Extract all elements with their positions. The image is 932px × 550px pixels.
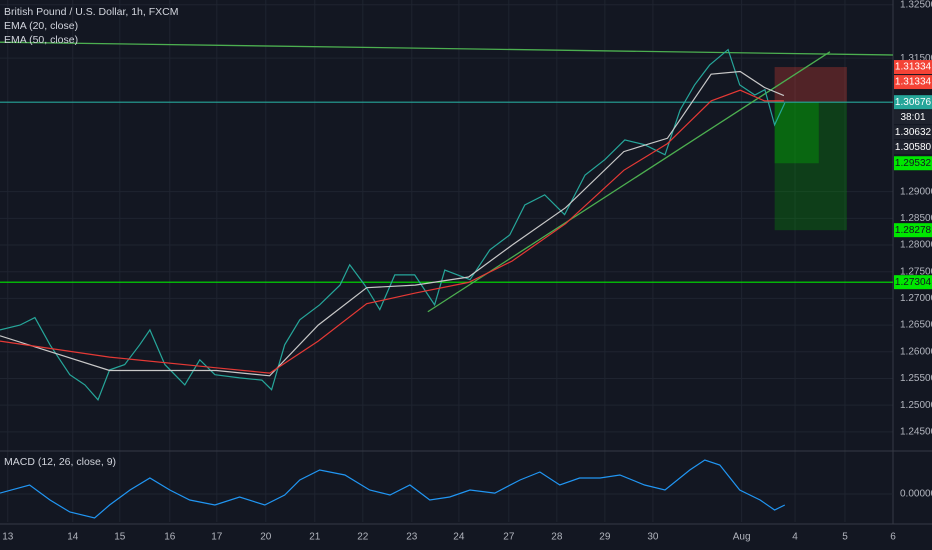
- chart-title: British Pound / U.S. Dollar, 1h, FXCM: [4, 6, 178, 18]
- x-tick-label: 23: [406, 532, 418, 543]
- countdown: 38:01: [900, 112, 925, 123]
- macd-line: [0, 459, 786, 519]
- price-badge: [894, 75, 932, 90]
- price-badge-label: 1.28278: [895, 225, 932, 236]
- price-badge-label: 1.30632: [895, 127, 932, 138]
- y-tick-label: 1.31500: [900, 53, 932, 64]
- y-tick-label: 1.25500: [900, 373, 932, 384]
- x-tick-label: 27: [503, 532, 515, 543]
- trendline: [0, 41, 894, 56]
- y-tick-label: 1.28500: [900, 213, 932, 224]
- price-line-series: [0, 48, 786, 401]
- y-tick-label: 1.27500: [900, 266, 932, 277]
- y-tick-label: 1.29000: [900, 186, 932, 197]
- x-tick-label: 30: [647, 532, 659, 543]
- price-badge: [894, 60, 932, 75]
- macd-title: MACD (12, 26, close, 9): [4, 456, 116, 468]
- x-tick-label: 20: [260, 532, 272, 543]
- x-tick-label: 22: [357, 532, 369, 543]
- price-badge-label: 1.31334: [895, 62, 932, 73]
- price-badge: [894, 156, 932, 171]
- profit-zone: [774, 102, 847, 231]
- price-badge: [894, 275, 932, 290]
- y-tick-label: 0.00000: [900, 489, 932, 500]
- price-badge-label: 1.31334: [895, 77, 932, 88]
- x-tick-label: 21: [309, 532, 321, 543]
- price-badge: [894, 223, 932, 238]
- x-tick-label: Aug: [733, 532, 751, 543]
- x-tick-label: 15: [114, 532, 126, 543]
- x-tick-label: 29: [599, 532, 611, 543]
- price-badge-label: 1.30676: [895, 97, 932, 108]
- ema-line: [0, 89, 784, 374]
- y-tick-label: 1.26000: [900, 346, 932, 357]
- price-badge: [894, 125, 932, 140]
- x-tick-label: 4: [792, 532, 798, 543]
- legend-entry: EMA (20, close): [4, 20, 78, 32]
- x-tick-label: 14: [67, 532, 79, 543]
- y-tick-label: 1.26500: [900, 320, 932, 331]
- x-tick-label: 17: [211, 532, 223, 543]
- stop-zone: [774, 67, 847, 103]
- x-tick-label: 24: [453, 532, 465, 543]
- legend-entry: EMA (50, close): [4, 34, 78, 46]
- x-tick-label: 5: [842, 532, 848, 543]
- countdown-badge: [894, 110, 932, 125]
- y-tick-label: 1.32500: [900, 0, 932, 10]
- trendline: [427, 51, 831, 313]
- y-tick-label: 1.27000: [900, 293, 932, 304]
- y-tick-label: 1.25000: [900, 400, 932, 411]
- y-tick-label: 1.28000: [900, 240, 932, 251]
- x-tick-label: 28: [551, 532, 563, 543]
- price-badge-label: 1.30580: [895, 142, 932, 153]
- price-badge-label: 1.29532: [895, 158, 932, 169]
- price-badge-label: 1.27304: [895, 277, 932, 288]
- x-tick-label: 13: [2, 532, 14, 543]
- price-badge: [894, 140, 932, 155]
- profit-zone-inner: [774, 102, 819, 164]
- ema-line: [0, 70, 785, 377]
- x-tick-label: 6: [890, 532, 896, 543]
- price-badge: [894, 95, 932, 110]
- x-tick-label: 16: [164, 532, 176, 543]
